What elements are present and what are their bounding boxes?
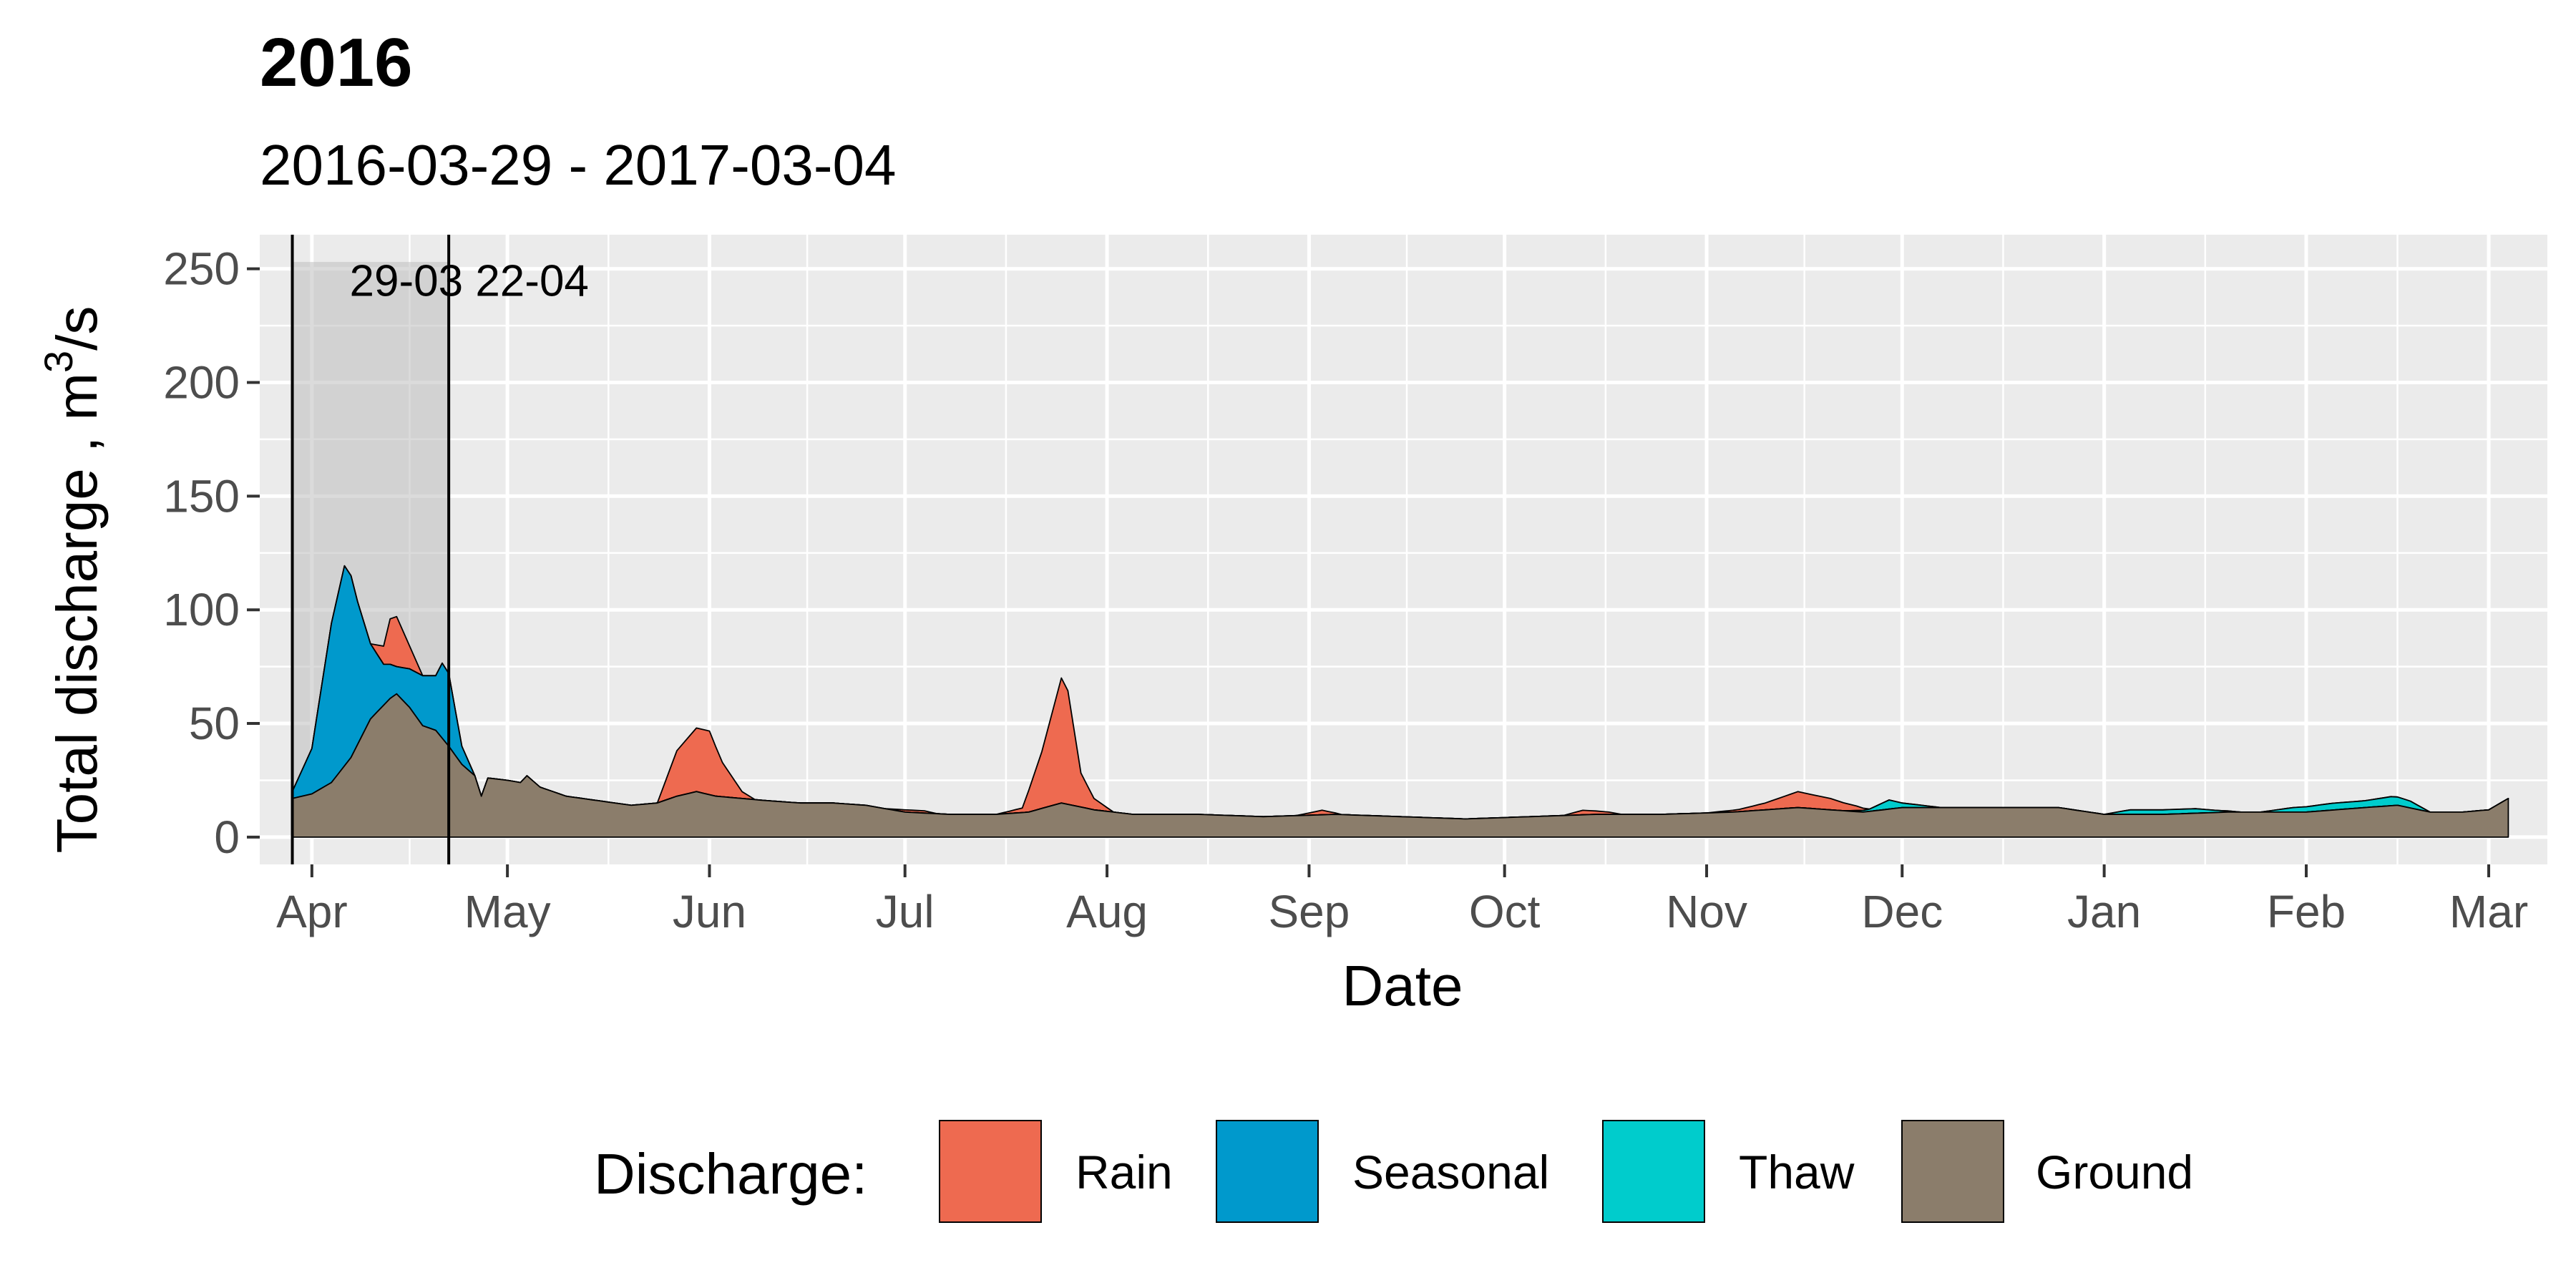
y-tick-label: 100 xyxy=(163,584,240,635)
x-tick-label: Mar xyxy=(2449,886,2528,937)
x-tick-label: Jun xyxy=(673,886,746,937)
x-tick-label: Apr xyxy=(276,886,348,937)
legend-label-ground: Ground xyxy=(2036,1146,2193,1199)
x-tick-label: Jul xyxy=(876,886,935,937)
y-tick-label: 150 xyxy=(163,470,240,522)
legend-key-ground xyxy=(1901,1120,2004,1223)
discharge-areas xyxy=(291,565,2509,838)
x-tick-label: Feb xyxy=(2267,886,2346,937)
y-axis-title: Total discharge , m3/s xyxy=(36,306,109,854)
legend-key-rain xyxy=(939,1120,1042,1223)
y-tick-label: 0 xyxy=(214,811,240,863)
plot-panel xyxy=(260,235,2547,864)
x-tick-label: Sep xyxy=(1268,886,1350,937)
y-tick-label: 250 xyxy=(163,243,240,295)
legend-label-seasonal: Seasonal xyxy=(1352,1146,1549,1199)
period-label: 29-03 22-04 xyxy=(350,256,589,306)
chart-subtitle: 2016-03-29 - 2017-03-04 xyxy=(260,133,897,197)
legend-label-rain: Rain xyxy=(1075,1146,1173,1199)
x-tick-label: Dec xyxy=(1861,886,1943,937)
legend: Rain Seasonal Thaw Ground xyxy=(939,1120,2193,1223)
x-axis-title: Date xyxy=(1342,954,1463,1018)
chart-title: 2016 xyxy=(260,24,413,101)
x-axis: Apr May Jun Jul Aug Sep Oct Nov Dec Jan Feb Mar xyxy=(276,864,2528,937)
x-tick-label: May xyxy=(464,886,551,937)
y-tick-label: 50 xyxy=(189,698,240,749)
legend-label-thaw: Thaw xyxy=(1739,1146,1855,1199)
legend-title: Discharge: xyxy=(594,1142,867,1206)
x-tick-label: Jan xyxy=(2067,886,2141,937)
area-ground xyxy=(291,693,2509,838)
x-tick-label: Aug xyxy=(1066,886,1148,937)
y-axis: 0 50 100 150 200 250 xyxy=(163,243,260,863)
x-tick-label: Oct xyxy=(1469,886,1541,937)
legend-key-thaw xyxy=(1602,1120,1705,1223)
y-tick-label: 200 xyxy=(163,356,240,408)
legend-key-seasonal xyxy=(1216,1120,1319,1223)
x-tick-label: Nov xyxy=(1666,886,1747,937)
period-lines xyxy=(291,235,451,864)
